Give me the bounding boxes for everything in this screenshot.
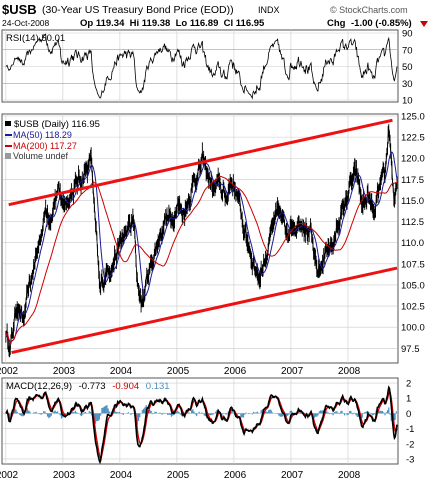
quote-date: 24-Oct-2008: [2, 18, 50, 28]
exchange: INDX: [258, 5, 280, 15]
y-tick-label: 125.0: [401, 112, 425, 123]
y-tick-label: 97.5: [401, 344, 420, 355]
rsi-panel: [1, 29, 399, 103]
symbol: $USB: [2, 2, 37, 17]
macd-legend-value: -0.773: [79, 381, 106, 392]
x-tick-label: 2004: [110, 366, 133, 377]
upper-channel-line: [8, 118, 393, 207]
macd-legend-label: MACD(12,26,9): [6, 381, 72, 392]
rsi-legend: RSI(14) 50.01: [6, 33, 65, 44]
volume-legend: Volume undef: [13, 151, 69, 161]
x-tick-label: 2003: [53, 470, 76, 481]
quote-ohlc: Op 119.34 Hi 119.38 Lo 116.89 Cl 116.95: [80, 18, 265, 29]
y-tick-label: 100.0: [401, 323, 425, 334]
price-legend-swatch: [5, 121, 11, 126]
x-tick-label: 2006: [224, 470, 247, 481]
x-tick-label: 2003: [53, 366, 76, 377]
x-tick-label: 2008: [338, 470, 361, 481]
macd-legend-hist: 0.131: [146, 381, 170, 392]
y-tick-label: 105.0: [401, 280, 425, 291]
x-tick-label: 2006: [224, 366, 247, 377]
macd-line: [5, 385, 398, 465]
change-label: Chg: [327, 18, 346, 29]
ma50-legend: MA(50) 118.29: [13, 130, 72, 140]
y-tick-label: 102.5: [401, 302, 425, 313]
price-series: [5, 118, 398, 358]
price-legend: $USB (Daily) 116.95: [14, 119, 100, 130]
change-value: -1.00 (-0.85%): [351, 18, 412, 29]
rsi-line: [5, 33, 398, 100]
macd-tick-label: 1: [406, 394, 411, 405]
x-tick-label: 2004: [110, 470, 133, 481]
close-line: [5, 128, 398, 354]
macd-tick-label: 2: [406, 379, 411, 390]
y-tick-label: 115.0: [401, 196, 424, 207]
ma200-line: [5, 175, 398, 343]
y-tick-label: 117.5: [401, 175, 424, 186]
y-tick-label: 122.5: [401, 133, 425, 144]
macd-series: [5, 385, 398, 465]
x-tick-label: 2007: [281, 470, 304, 481]
rsi-tick-label: 70: [402, 45, 413, 56]
x-tick-label: 2005: [167, 366, 190, 377]
y-tick-label: 110.0: [401, 238, 424, 249]
macd-tick-label: -2: [406, 439, 414, 450]
security-name: (30-Year US Treasury Bond Price (EOD)): [42, 4, 234, 16]
y-tick-label: 120.0: [401, 154, 425, 165]
rsi-series: [5, 33, 398, 100]
macd-panel: [1, 377, 399, 465]
rsi-tick-label: 30: [402, 79, 413, 90]
rsi-tick-label: 10: [402, 96, 413, 107]
y-tick-label: 112.5: [401, 217, 424, 228]
macd-tick-label: -1: [406, 424, 414, 435]
down-arrow-icon: [420, 21, 428, 27]
rsi-tick-label: 90: [402, 29, 413, 40]
rsi-tick-label: 50: [402, 62, 413, 73]
macd-tick-label: 0: [406, 409, 411, 420]
macd-legend: MACD(12,26,9) -0.773 -0.904 0.131: [6, 381, 170, 392]
volume-legend-swatch: [5, 153, 11, 159]
brand: © StockCharts.com: [330, 5, 408, 15]
x-tick-label: 2007: [281, 366, 304, 377]
x-tick-label: 2005: [167, 470, 190, 481]
lower-channel-line: [11, 266, 398, 355]
ma200-legend: MA(200) 117.27: [13, 141, 77, 151]
macd-tick-label: -3: [406, 454, 414, 465]
y-tick-label: 107.5: [401, 259, 425, 270]
x-tick-label: 2008: [338, 366, 361, 377]
macd-legend-signal: -0.904: [112, 381, 139, 392]
